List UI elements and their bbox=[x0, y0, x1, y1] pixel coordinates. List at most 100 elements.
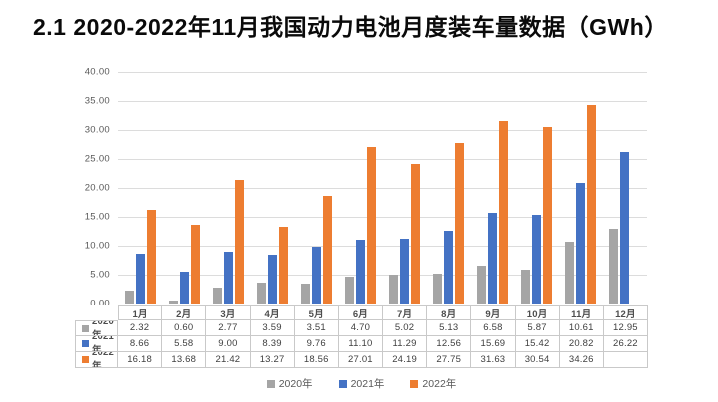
table-value-cell: 12.95 bbox=[603, 320, 648, 336]
bar-2022年-11月 bbox=[587, 105, 597, 304]
table-value-cell: 31.63 bbox=[471, 352, 516, 368]
bar-2021年-10月 bbox=[532, 214, 542, 304]
table-value-cell: 26.22 bbox=[603, 336, 648, 352]
table-value-cell: 16.18 bbox=[118, 352, 163, 368]
table-value-cell: 5.13 bbox=[427, 320, 472, 336]
page-title: 2.1 2020-2022年11月我国动力电池月度装车量数据（GWh） bbox=[33, 14, 668, 40]
y-axis-tick-label: 0.00 bbox=[90, 298, 110, 310]
bar-2020年-12月 bbox=[609, 228, 619, 304]
bar-2021年-2月 bbox=[179, 271, 189, 304]
y-axis-tick-label: 30.00 bbox=[84, 124, 110, 136]
bar-2022年-8月 bbox=[455, 143, 465, 304]
table-value-cell: 24.19 bbox=[383, 352, 428, 368]
table-month-header: 11月 bbox=[559, 305, 604, 320]
series-label: 2020年 bbox=[92, 320, 114, 336]
gridline bbox=[118, 72, 647, 73]
bar-group-11月 bbox=[559, 72, 603, 304]
bar-2022年-1月 bbox=[146, 210, 156, 304]
bar-group-2月 bbox=[162, 72, 206, 304]
gridline bbox=[118, 275, 647, 276]
table-month-header: 2月 bbox=[162, 305, 207, 320]
bar-group-10月 bbox=[515, 72, 559, 304]
table-value-cell bbox=[603, 352, 648, 368]
table-month-header: 12月 bbox=[603, 305, 648, 320]
bar-2021年-9月 bbox=[488, 213, 498, 304]
table-value-cell: 10.61 bbox=[559, 320, 604, 336]
table-value-cell: 15.69 bbox=[471, 336, 516, 352]
table-value-cell: 0.60 bbox=[162, 320, 207, 336]
table-value-cell: 3.59 bbox=[250, 320, 295, 336]
bar-2021年-12月 bbox=[620, 151, 630, 304]
bar-2020年-4月 bbox=[256, 283, 266, 304]
bar-2020年-9月 bbox=[477, 265, 487, 304]
bar-group-7月 bbox=[383, 72, 427, 304]
table-month-header: 8月 bbox=[427, 305, 472, 320]
bar-2022年-10月 bbox=[543, 126, 553, 304]
series-key-icon bbox=[82, 356, 89, 363]
bar-2022年-2月 bbox=[190, 224, 200, 304]
table-value-cell: 27.75 bbox=[427, 352, 472, 368]
table-value-cell: 11.10 bbox=[338, 336, 383, 352]
table-value-cell: 5.58 bbox=[162, 336, 207, 352]
bar-2022年-9月 bbox=[499, 120, 509, 304]
bar-2022年-4月 bbox=[278, 227, 288, 304]
bar-2021年-6月 bbox=[355, 239, 365, 304]
table-value-cell: 27.01 bbox=[338, 352, 383, 368]
table-value-cell: 18.56 bbox=[294, 352, 339, 368]
bar-2021年-5月 bbox=[311, 247, 321, 304]
bar-2021年-1月 bbox=[135, 253, 145, 304]
bar-group-12月 bbox=[603, 72, 647, 304]
table-value-cell: 13.68 bbox=[162, 352, 207, 368]
y-axis-tick-label: 40.00 bbox=[84, 66, 110, 78]
table-month-header: 6月 bbox=[338, 305, 383, 320]
bar-2021年-8月 bbox=[444, 231, 454, 304]
bar-2020年-8月 bbox=[433, 274, 443, 304]
table-corner-cell bbox=[75, 305, 118, 320]
bar-2020年-5月 bbox=[300, 283, 310, 304]
table-value-cell: 15.42 bbox=[515, 336, 560, 352]
table-value-cell: 4.70 bbox=[338, 320, 383, 336]
bar-group-6月 bbox=[338, 72, 382, 304]
gridline bbox=[118, 159, 647, 160]
bar-group-4月 bbox=[250, 72, 294, 304]
bar-2022年-5月 bbox=[322, 196, 332, 304]
legend: 2020年 2021年 2022年 bbox=[75, 376, 648, 391]
y-axis: 40.00 35.00 30.00 25.00 20.00 15.00 10.00 5.00 0… bbox=[0, 67, 110, 310]
legend-label: 2021年 bbox=[350, 378, 385, 390]
table-month-header: 5月 bbox=[294, 305, 339, 320]
legend-label: 2020年 bbox=[278, 378, 313, 390]
table-value-cell: 12.56 bbox=[427, 336, 472, 352]
table-value-cell: 5.87 bbox=[515, 320, 560, 336]
legend-label: 2022年 bbox=[422, 378, 457, 390]
table-row-header: 2021年 bbox=[75, 336, 118, 352]
bar-group-1月 bbox=[118, 72, 162, 304]
series-key-icon bbox=[82, 340, 89, 347]
series-label: 2022年 bbox=[92, 352, 114, 368]
table-value-cell: 8.66 bbox=[118, 336, 163, 352]
table-value-cell: 6.58 bbox=[471, 320, 516, 336]
bar-2021年-3月 bbox=[223, 251, 233, 304]
table-month-header: 4月 bbox=[250, 305, 295, 320]
bar-2020年-3月 bbox=[212, 287, 222, 304]
table-value-cell: 9.00 bbox=[206, 336, 251, 352]
bar-group-5月 bbox=[294, 72, 338, 304]
table-value-cell: 34.26 bbox=[559, 352, 604, 368]
table-value-cell: 30.54 bbox=[515, 352, 560, 368]
table-value-cell: 20.82 bbox=[559, 336, 604, 352]
table-month-header: 10月 bbox=[515, 305, 560, 320]
bar-group-3月 bbox=[206, 72, 250, 304]
table-value-cell: 9.76 bbox=[294, 336, 339, 352]
table-value-cell: 8.39 bbox=[250, 336, 295, 352]
bar-group-9月 bbox=[471, 72, 515, 304]
table-value-cell: 13.27 bbox=[250, 352, 295, 368]
bar-2020年-1月 bbox=[124, 290, 134, 304]
bar-2021年-11月 bbox=[576, 183, 586, 304]
y-axis-tick-label: 20.00 bbox=[84, 182, 110, 194]
gridline bbox=[118, 188, 647, 189]
y-axis-tick-label: 35.00 bbox=[84, 95, 110, 107]
table-value-cell: 3.51 bbox=[294, 320, 339, 336]
legend-swatch-icon bbox=[410, 379, 419, 388]
plot-area bbox=[118, 72, 647, 304]
gridline bbox=[118, 130, 647, 131]
